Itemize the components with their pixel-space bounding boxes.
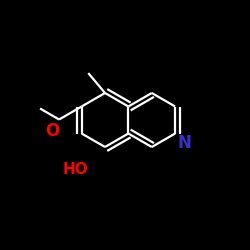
Text: N: N (177, 134, 191, 152)
Text: O: O (45, 122, 59, 140)
Text: HO: HO (62, 162, 88, 177)
